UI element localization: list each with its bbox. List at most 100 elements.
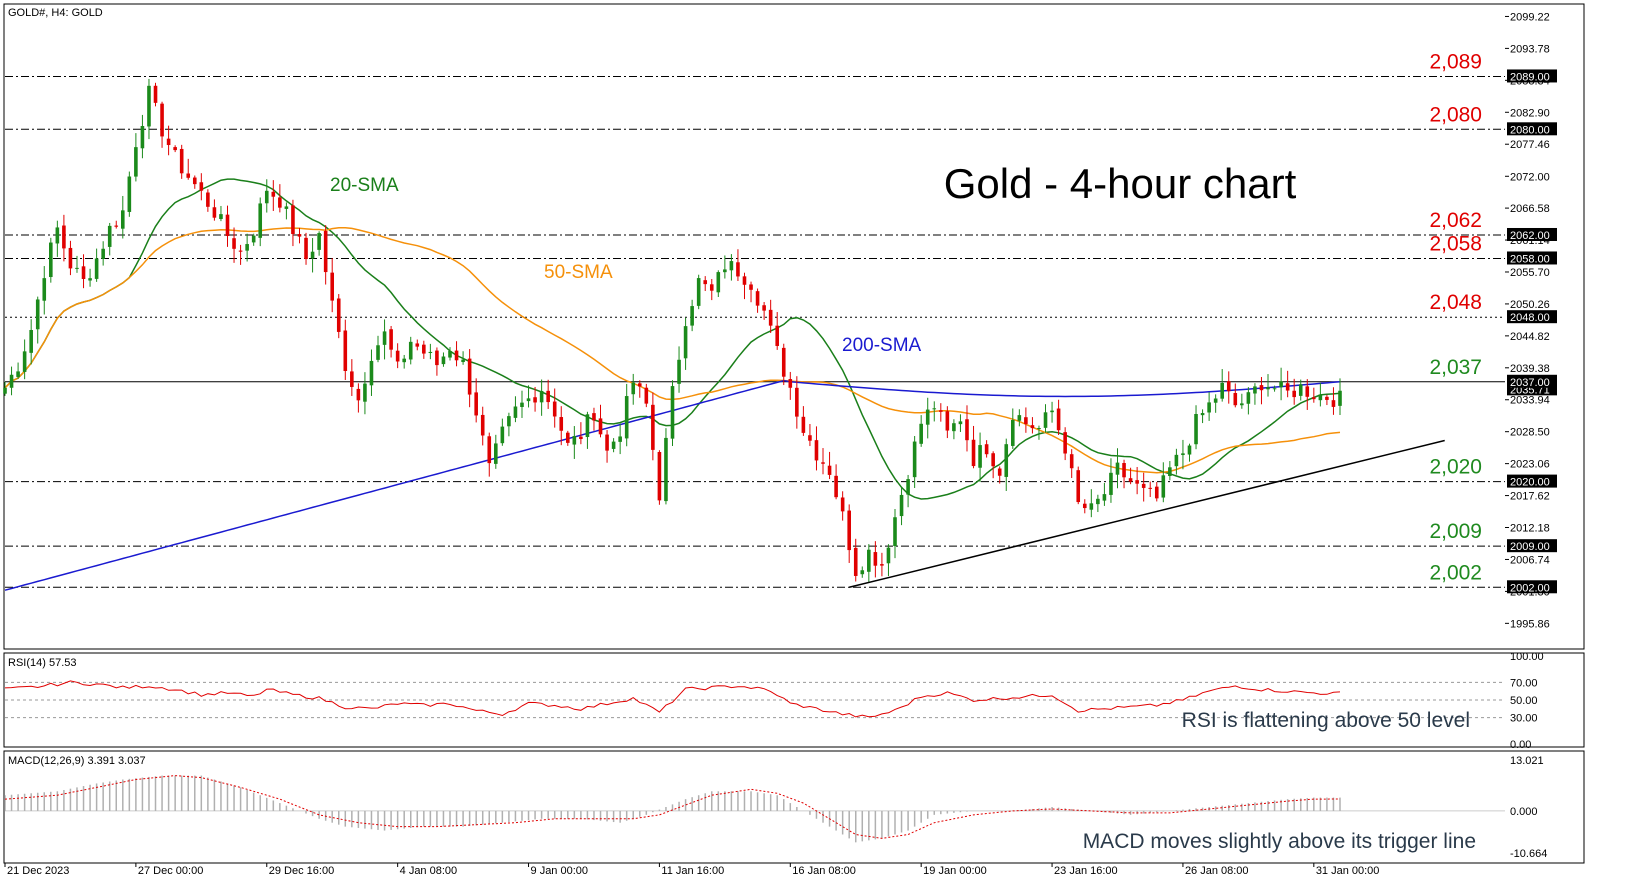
candle (821, 448, 825, 475)
candle (932, 401, 937, 422)
candle (1272, 385, 1277, 392)
candle (1240, 393, 1244, 409)
candle (1148, 481, 1153, 497)
candle (664, 428, 668, 505)
rsi-tick-label: 0.00 (1510, 739, 1531, 751)
y-tick-label: 2099.22 (1510, 11, 1550, 23)
level-tag (1507, 539, 1557, 553)
candle (1220, 369, 1225, 402)
level-label: 2,009 (1429, 520, 1482, 543)
candle (264, 179, 269, 213)
candle (369, 349, 374, 396)
candle (1102, 482, 1107, 506)
y-tick-label: 2012.18 (1510, 523, 1550, 535)
rsi-tick-label: 50.00 (1510, 695, 1538, 707)
candle (572, 426, 577, 459)
candle (474, 378, 478, 423)
candle (1024, 407, 1028, 433)
candle (88, 268, 92, 287)
y-tick-label: 2077.46 (1510, 139, 1550, 151)
candle (1331, 387, 1336, 415)
candle (225, 205, 230, 247)
candle (873, 541, 878, 578)
candle (1082, 499, 1087, 514)
candle (1318, 382, 1323, 407)
candle (893, 508, 897, 559)
candle (1135, 466, 1139, 495)
level-tag (1507, 227, 1557, 241)
y-tick-label: 2050.26 (1510, 299, 1550, 311)
candle (1325, 394, 1329, 406)
y-tick-label: 2082.90 (1510, 107, 1550, 119)
candle (965, 405, 969, 452)
candle (952, 419, 956, 440)
candle (238, 244, 243, 265)
candle (624, 383, 629, 447)
candle (1305, 379, 1310, 410)
candle (166, 125, 171, 156)
candle (1285, 370, 1290, 398)
candle (1069, 449, 1074, 478)
candle (1063, 427, 1067, 461)
macd-note: MACD moves slightly above its trigger li… (1083, 830, 1476, 853)
candle (1298, 379, 1303, 401)
candle (1043, 404, 1048, 433)
macd-panel-frame (3, 750, 1585, 864)
candle (598, 404, 603, 438)
x-tick-label: 11 Jan 16:00 (661, 865, 724, 877)
candle (62, 214, 66, 262)
candle (153, 82, 158, 107)
candle (1122, 459, 1126, 489)
candle (49, 237, 53, 283)
candle (899, 487, 904, 526)
candle (376, 335, 380, 363)
candle (284, 202, 289, 220)
candle (500, 418, 505, 446)
candle (480, 406, 485, 446)
candle (925, 397, 930, 439)
candle (428, 343, 433, 360)
candle (408, 336, 413, 365)
candle (906, 474, 910, 508)
rsi-tick-label: 100.00 (1510, 651, 1544, 663)
level-label: 2,037 (1429, 356, 1482, 379)
candle (1037, 425, 1041, 440)
level-tag (1507, 474, 1557, 488)
candle (1312, 387, 1316, 403)
time-axis: 21 Dec 2023 27 Dec 00:00 29 Dec 16:00 4 Jan… (4, 863, 1379, 877)
sma-label: 20-SMA (330, 175, 399, 196)
x-tick-label: 4 Jan 08:00 (400, 865, 458, 877)
candle (219, 205, 223, 222)
candle (55, 220, 60, 257)
candle (1174, 448, 1179, 475)
x-tick-label: 26 Jan 08:00 (1185, 865, 1249, 877)
candle (840, 491, 845, 521)
y-tick-label: 2033.94 (1510, 395, 1550, 407)
candle (251, 233, 256, 246)
rsi-tick-label: 30.00 (1510, 713, 1538, 725)
candle (454, 341, 459, 367)
candle (310, 238, 315, 273)
candle (422, 340, 426, 359)
support-trendline (849, 439, 1445, 589)
candle (801, 406, 806, 436)
level-tag (1507, 251, 1557, 265)
candle (1004, 438, 1009, 491)
candle (278, 184, 282, 213)
candle (258, 197, 263, 247)
sma-label: 200-SMA (842, 335, 922, 356)
candle (363, 372, 367, 415)
candle (1200, 409, 1205, 424)
candle (1056, 399, 1061, 436)
macd-tick-label: 13.021 (1510, 755, 1544, 767)
candle (1017, 409, 1022, 427)
y-tick-label: 2028.50 (1510, 427, 1550, 439)
level-tag-text: 2048.00 (1510, 312, 1550, 324)
x-tick-label: 16 Jan 08:00 (792, 865, 856, 877)
candle (1141, 472, 1146, 502)
candle (939, 403, 943, 422)
candle (186, 158, 191, 180)
candles (3, 78, 1342, 582)
candle (605, 430, 609, 463)
candle (958, 414, 963, 432)
